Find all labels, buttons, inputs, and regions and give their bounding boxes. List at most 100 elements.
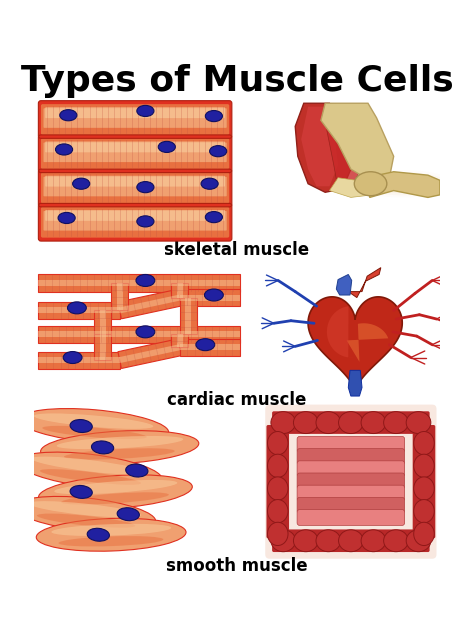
- Polygon shape: [119, 344, 180, 363]
- Point: [275, 277, 281, 284]
- Point: [154, 287, 159, 294]
- Ellipse shape: [70, 419, 92, 433]
- Polygon shape: [38, 326, 239, 343]
- Point: [408, 354, 414, 361]
- Point: [160, 232, 165, 240]
- Point: [111, 136, 117, 144]
- Point: [292, 288, 298, 295]
- Point: [147, 198, 153, 205]
- Point: [434, 316, 439, 323]
- Polygon shape: [94, 334, 111, 360]
- Point: [87, 198, 92, 205]
- Point: [105, 323, 110, 331]
- Point: [56, 102, 62, 110]
- Line: 2 pts: 2 pts: [126, 301, 129, 316]
- Point: [95, 349, 100, 356]
- Point: [80, 364, 86, 372]
- Polygon shape: [337, 274, 352, 295]
- Point: [160, 339, 166, 347]
- Point: [134, 361, 139, 368]
- Point: [288, 317, 294, 324]
- Point: [171, 303, 177, 310]
- Ellipse shape: [271, 530, 296, 552]
- Point: [141, 232, 147, 240]
- Point: [50, 102, 56, 110]
- Point: [140, 272, 146, 279]
- Point: [214, 130, 220, 137]
- Point: [93, 102, 99, 110]
- Point: [429, 341, 435, 349]
- Line: 2 pts: 2 pts: [133, 349, 137, 364]
- Point: [190, 205, 196, 212]
- Point: [123, 130, 129, 137]
- Point: [281, 337, 286, 345]
- Ellipse shape: [361, 412, 386, 434]
- Polygon shape: [38, 307, 120, 314]
- Point: [135, 170, 141, 178]
- Line: 2 pts: 2 pts: [141, 347, 144, 363]
- Point: [408, 354, 414, 361]
- Point: [68, 198, 74, 205]
- Point: [168, 288, 173, 295]
- Point: [207, 286, 212, 294]
- Line: 2 pts: 2 pts: [437, 312, 450, 319]
- Point: [108, 348, 113, 356]
- Point: [102, 349, 108, 356]
- Point: [188, 339, 194, 346]
- Point: [393, 316, 399, 323]
- Line: 2 pts: 2 pts: [432, 345, 446, 351]
- Point: [178, 309, 183, 316]
- Point: [92, 339, 98, 347]
- Ellipse shape: [61, 492, 169, 505]
- Point: [147, 170, 153, 178]
- Point: [99, 102, 105, 110]
- Point: [92, 322, 98, 330]
- Point: [92, 315, 98, 322]
- Line: 2 pts: 2 pts: [411, 357, 425, 364]
- Point: [133, 339, 138, 346]
- Point: [129, 130, 135, 137]
- Polygon shape: [346, 323, 388, 362]
- Ellipse shape: [406, 530, 431, 552]
- Line: 2 pts: 2 pts: [171, 341, 174, 356]
- Point: [181, 287, 187, 294]
- Polygon shape: [180, 297, 197, 334]
- Polygon shape: [180, 339, 239, 356]
- Point: [112, 287, 118, 294]
- Point: [178, 316, 183, 324]
- Ellipse shape: [267, 431, 288, 454]
- Point: [216, 323, 222, 331]
- Point: [172, 130, 177, 137]
- Point: [43, 299, 49, 307]
- Point: [275, 277, 281, 284]
- Ellipse shape: [63, 352, 82, 364]
- Point: [140, 323, 146, 331]
- Point: [196, 170, 202, 178]
- Point: [140, 339, 146, 346]
- Point: [148, 357, 154, 365]
- Point: [145, 293, 151, 300]
- Point: [160, 205, 165, 212]
- Point: [74, 136, 80, 144]
- Point: [44, 163, 50, 171]
- Point: [196, 136, 202, 144]
- Point: [166, 130, 172, 137]
- Point: [108, 322, 113, 330]
- Point: [141, 359, 146, 367]
- Point: [264, 271, 269, 279]
- Point: [202, 272, 208, 279]
- Point: [214, 286, 220, 294]
- Point: [209, 287, 215, 294]
- Point: [447, 309, 453, 316]
- Point: [193, 301, 199, 309]
- Ellipse shape: [414, 522, 434, 545]
- Point: [259, 325, 265, 332]
- Point: [199, 351, 205, 359]
- Point: [292, 342, 298, 350]
- Point: [429, 277, 435, 284]
- Point: [429, 277, 435, 284]
- Point: [111, 198, 117, 205]
- Polygon shape: [180, 289, 239, 306]
- Point: [44, 205, 50, 212]
- Point: [181, 323, 187, 331]
